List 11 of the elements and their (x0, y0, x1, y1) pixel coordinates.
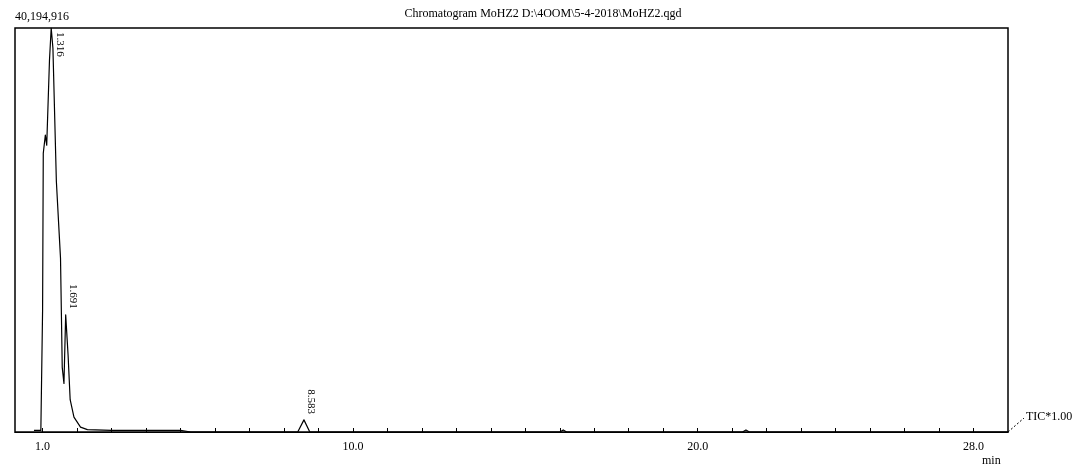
text: TIC*1.00 (1026, 409, 1073, 423)
x-tick-label: 28.0 (963, 439, 985, 453)
annotation: 1.691 (68, 284, 81, 309)
x-axis-title: min (982, 453, 1001, 467)
annotation: 1.316 (55, 32, 68, 58)
x-tick-label: 10.0 (342, 439, 364, 453)
text: 40,194,916 (15, 9, 69, 23)
x-tick-label: 20.0 (687, 439, 709, 453)
chart-title: Chromatogram MoHZ2 D:\4OOM\5-4-2018\MoHZ2.qgd (404, 6, 682, 20)
annotation: 8.583 (306, 389, 319, 415)
x-tick-label: 1.0 (35, 439, 51, 453)
